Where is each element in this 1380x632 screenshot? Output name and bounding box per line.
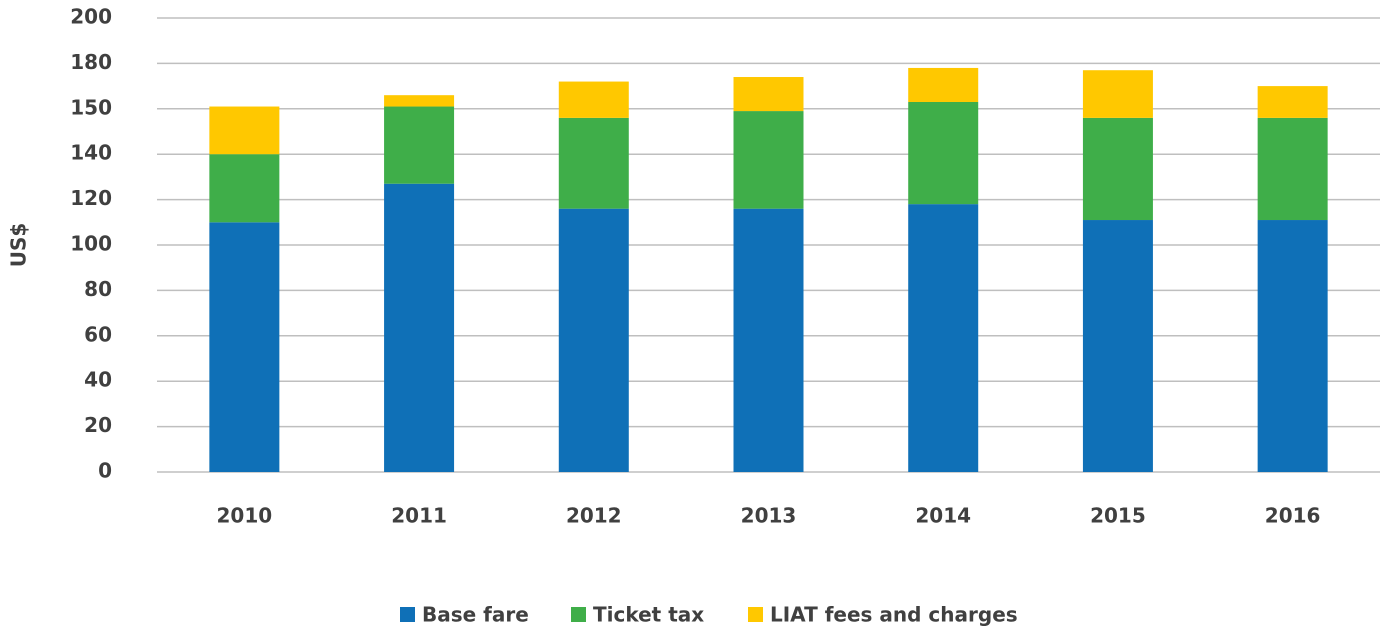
y-tick-label: 60: [84, 322, 112, 346]
legend-label: Base fare: [422, 603, 529, 627]
bar-segment: [209, 222, 280, 472]
y-tick-label: 100: [70, 232, 112, 256]
y-tick-label: 200: [70, 5, 112, 29]
y-tick-label: 40: [84, 368, 112, 392]
bar-segment: [558, 117, 629, 209]
y-tick-label: 80: [84, 277, 112, 301]
bar-segment: [1257, 117, 1328, 221]
y-tick-label: 20: [84, 413, 112, 437]
bar-segment: [558, 208, 629, 472]
legend-label: Ticket tax: [593, 603, 704, 627]
bar-segment: [1257, 86, 1328, 118]
x-tick-label: 2011: [391, 504, 447, 528]
legend-label: LIAT fees and charges: [770, 603, 1018, 627]
x-tick-label: 2012: [566, 504, 622, 528]
bar-segment: [209, 106, 280, 155]
x-tick-label: 2010: [217, 504, 273, 528]
bar-segment: [908, 204, 979, 472]
bar-segment: [384, 183, 455, 472]
x-tick-label: 2015: [1090, 504, 1146, 528]
x-tick-label: 2014: [915, 504, 971, 528]
bar-segment: [733, 208, 804, 472]
bar-segment: [384, 106, 455, 184]
bar-segment: [209, 154, 280, 223]
y-tick-label: 0: [98, 459, 112, 483]
bar-segment: [558, 81, 629, 118]
bar-segment: [1082, 220, 1153, 472]
bar-segment: [384, 95, 455, 107]
legend-swatch: [400, 607, 415, 622]
y-tick-label: 180: [70, 50, 112, 74]
bar-segment: [908, 67, 979, 102]
bar-segment: [908, 101, 979, 205]
bar-segment: [733, 111, 804, 209]
bar-segment: [1082, 117, 1153, 221]
x-tick-label: 2016: [1265, 504, 1321, 528]
bar-segment: [1082, 70, 1153, 118]
bar-segment: [1257, 220, 1328, 472]
legend-swatch: [748, 607, 763, 622]
y-tick-label: 120: [70, 186, 112, 210]
x-tick-label: 2013: [741, 504, 797, 528]
legend-swatch: [571, 607, 586, 622]
y-axis-label: US$: [7, 223, 31, 268]
bar-segment: [733, 77, 804, 112]
y-tick-label: 150: [70, 95, 112, 119]
y-tick-label: 140: [70, 141, 112, 165]
